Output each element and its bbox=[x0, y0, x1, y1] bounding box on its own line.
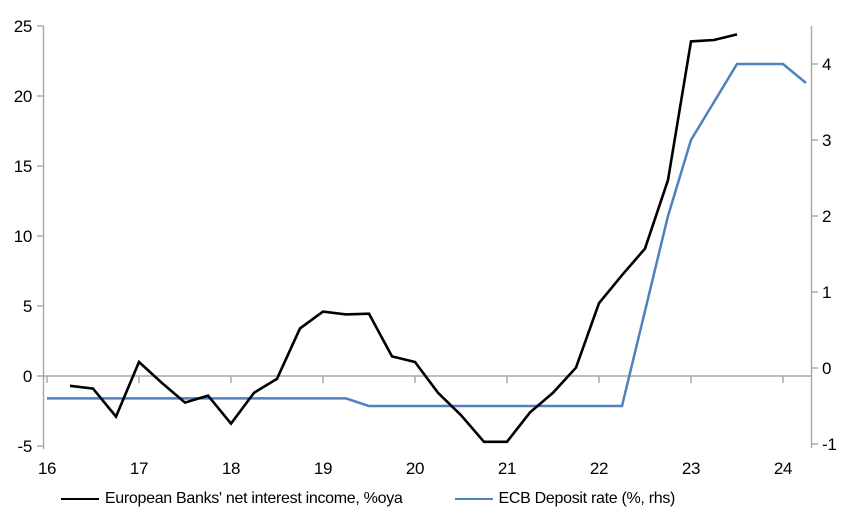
left-y-axis-tick-label: -5 bbox=[17, 437, 32, 456]
legend-line-swatch-black bbox=[60, 497, 99, 501]
right-y-axis-tick-label: 0 bbox=[822, 359, 831, 378]
legend-label-ecb-deposit-rate: ECB Deposit rate (%, rhs) bbox=[498, 490, 676, 507]
x-axis-tick-label: 19 bbox=[314, 459, 332, 478]
right-y-axis-tick-label: 2 bbox=[822, 207, 831, 226]
legend-item-ecb-deposit-rate: ECB Deposit rate (%, rhs) bbox=[454, 490, 676, 508]
legend-label-net-interest-income: European Banks' net interest income, %oy… bbox=[104, 490, 403, 507]
left-y-axis-tick-label: 25 bbox=[14, 17, 32, 36]
legend-item-net-interest-income: European Banks' net interest income, %oy… bbox=[60, 490, 403, 508]
left-y-axis-tick-label: 10 bbox=[14, 227, 32, 246]
chart-legend: European Banks' net interest income, %oy… bbox=[0, 490, 794, 508]
left-y-axis-tick-label: 20 bbox=[14, 87, 32, 106]
right-y-axis-tick-label: 3 bbox=[822, 131, 831, 150]
x-axis-tick-label: 20 bbox=[406, 459, 424, 478]
right-y-axis-tick-label: 1 bbox=[822, 283, 831, 302]
x-axis-tick-label: 21 bbox=[498, 459, 516, 478]
x-axis-tick-label: 22 bbox=[590, 459, 608, 478]
x-axis-tick-label: 17 bbox=[130, 459, 148, 478]
x-axis-tick-label: 24 bbox=[774, 459, 792, 478]
series-line-net-interest-income bbox=[69, 33, 738, 444]
series-line-ecb-deposit-rate bbox=[47, 62, 807, 408]
left-y-axis-tick-label: 15 bbox=[14, 157, 32, 176]
x-axis-tick-label: 16 bbox=[38, 459, 56, 478]
right-y-axis-tick-label: 4 bbox=[822, 55, 831, 74]
right-y-axis-tick-label: -1 bbox=[822, 435, 837, 454]
x-axis-tick-label: 18 bbox=[222, 459, 240, 478]
legend-line-swatch-blue bbox=[454, 497, 493, 501]
left-y-axis-tick-label: 5 bbox=[23, 297, 32, 316]
x-axis-tick-label: 23 bbox=[682, 459, 700, 478]
left-y-axis-tick-label: 0 bbox=[23, 367, 32, 386]
